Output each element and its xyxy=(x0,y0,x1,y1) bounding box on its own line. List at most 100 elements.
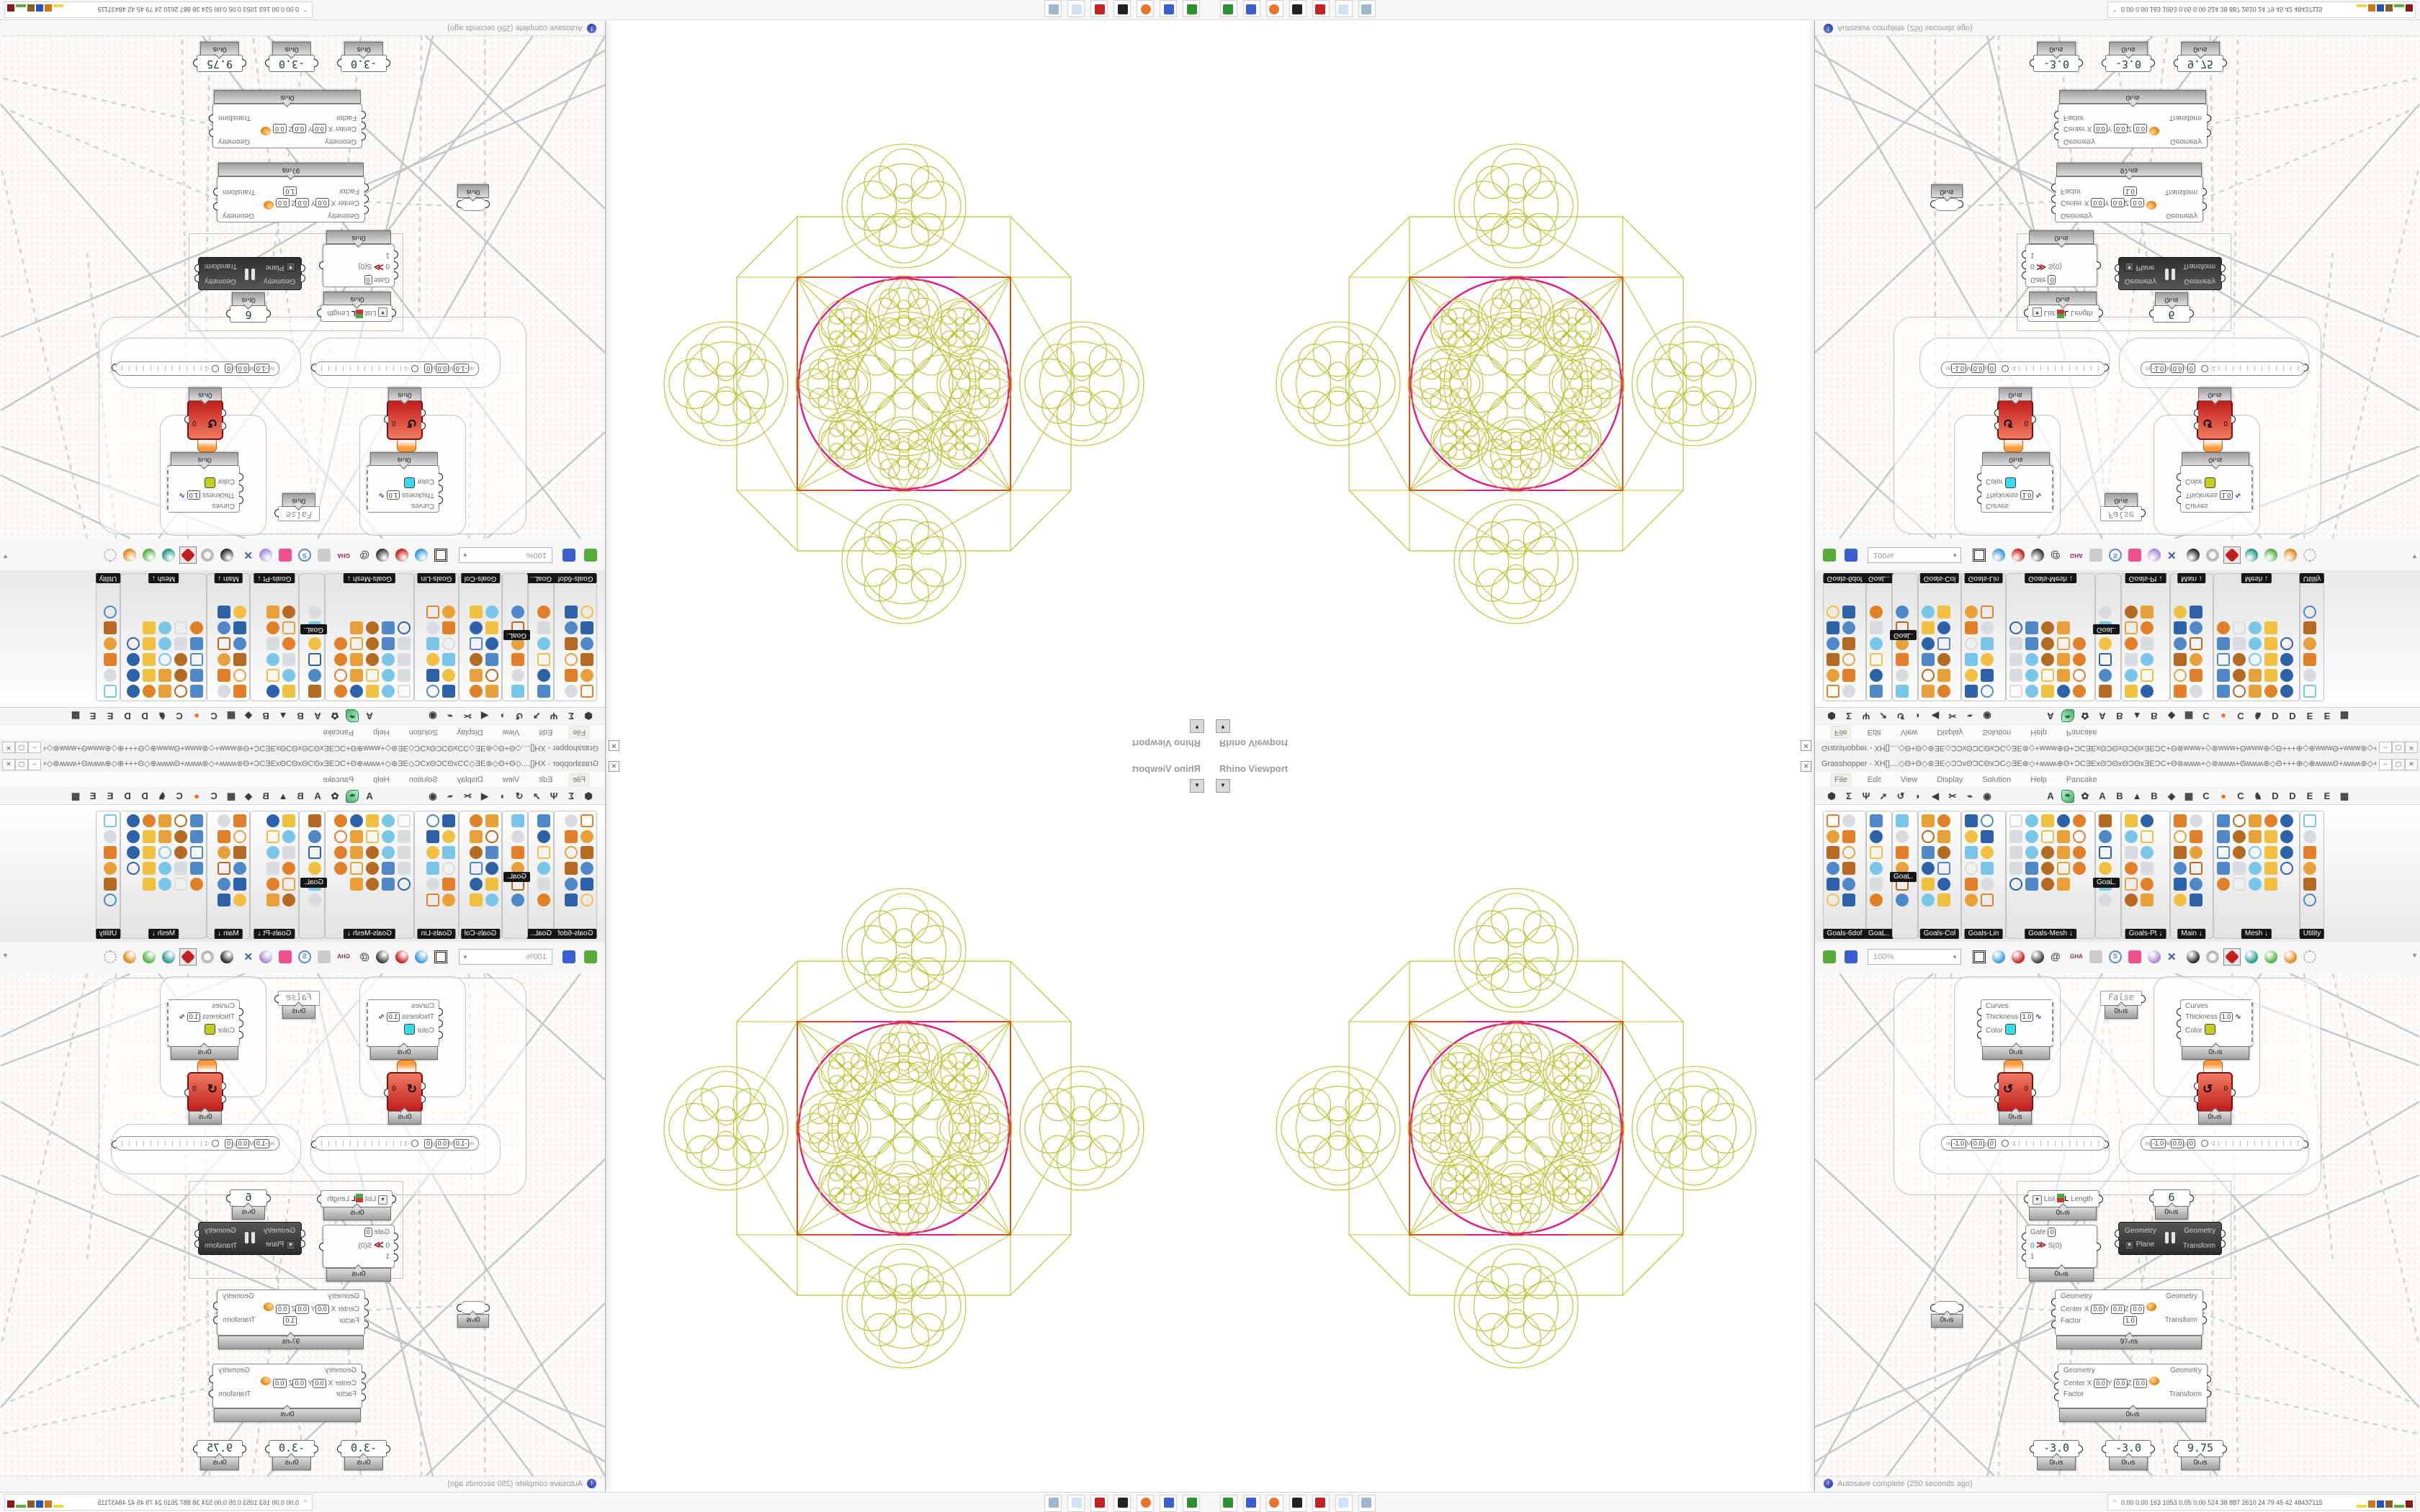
component-icon[interactable] xyxy=(2141,862,2154,875)
component-icon[interactable] xyxy=(565,830,578,843)
component-icon[interactable] xyxy=(1981,685,1994,698)
component-icon[interactable] xyxy=(127,814,140,827)
component-icon[interactable] xyxy=(366,621,379,634)
component-icon[interactable] xyxy=(382,669,395,682)
tab-display[interactable]: ◉ xyxy=(429,711,437,722)
viewport-dropdown-button[interactable]: ▼ xyxy=(1190,719,1204,733)
tab-plugin-b2[interactable]: B xyxy=(262,791,269,801)
tray-block-icon[interactable] xyxy=(53,4,63,7)
tray-block-icon[interactable] xyxy=(2357,4,2367,7)
tab-sets[interactable]: Ψ xyxy=(1862,791,1870,801)
close-button[interactable]: ✕ xyxy=(2405,742,2418,753)
component-icon[interactable] xyxy=(485,637,498,650)
component-icon[interactable] xyxy=(104,830,117,843)
tab-maths[interactable]: Σ xyxy=(1846,791,1852,801)
output-grip[interactable] xyxy=(457,1304,461,1312)
component-icon[interactable] xyxy=(158,685,171,698)
tab-plugin-a2[interactable]: A xyxy=(314,791,321,801)
component-icon[interactable] xyxy=(104,621,117,634)
input-grip[interactable] xyxy=(2024,1195,2028,1203)
terminal-icon[interactable] xyxy=(1220,1495,1237,1512)
tab-plugin-dot[interactable]: ● xyxy=(2220,711,2226,721)
tab-plugin-e1[interactable]: E xyxy=(107,711,114,721)
tab-transform[interactable]: ⌁ xyxy=(1967,790,1973,801)
component-icon[interactable] xyxy=(581,894,593,906)
output-grip[interactable] xyxy=(337,1445,341,1453)
stamp-icon[interactable]: @ xyxy=(359,950,369,962)
component-icon[interactable] xyxy=(2125,653,2138,666)
component-icon[interactable] xyxy=(143,830,156,843)
keepass-icon[interactable] xyxy=(1312,0,1330,17)
help-box-icon[interactable] xyxy=(2127,949,2143,965)
component-icon[interactable] xyxy=(2264,862,2277,875)
component-icon[interactable] xyxy=(266,814,279,827)
component-icon[interactable] xyxy=(282,606,295,618)
component-icon[interactable] xyxy=(218,894,230,906)
component-icon[interactable] xyxy=(2233,862,2246,875)
component-icon[interactable] xyxy=(2190,606,2202,618)
component-icon[interactable] xyxy=(398,669,411,682)
palette-group-label[interactable]: Mesh ↓ xyxy=(148,573,179,583)
component-icon[interactable] xyxy=(2009,669,2022,682)
component-icon[interactable] xyxy=(2190,894,2202,906)
component-icon[interactable] xyxy=(2041,621,2054,634)
selection-dotted-icon[interactable] xyxy=(102,949,118,965)
component-icon[interactable] xyxy=(282,862,295,875)
component-icon[interactable] xyxy=(565,653,578,666)
component-icon[interactable] xyxy=(282,653,295,666)
component-icon[interactable] xyxy=(282,878,295,891)
component-icon[interactable] xyxy=(2190,878,2202,891)
component-icon[interactable] xyxy=(2057,621,2070,634)
component-icon[interactable] xyxy=(2264,637,2277,650)
calculator-icon[interactable] xyxy=(1358,0,1376,17)
orient-component-disabled[interactable]: Geometry ▾ Plane Geometry Transform xyxy=(194,1222,305,1255)
component-icon[interactable] xyxy=(2073,653,2086,666)
component-icon[interactable] xyxy=(2125,621,2138,634)
help-box-icon[interactable] xyxy=(277,949,293,965)
minimize-button[interactable]: – xyxy=(28,759,41,770)
component-icon[interactable] xyxy=(127,862,140,875)
component-icon[interactable] xyxy=(2125,637,2138,650)
marker-capsule[interactable] xyxy=(397,438,416,452)
component-icon[interactable] xyxy=(174,830,187,843)
component-icon[interactable] xyxy=(2249,814,2262,827)
maximize-button[interactable]: ▢ xyxy=(2392,742,2405,753)
tray-block-icon[interactable] xyxy=(27,4,35,12)
menu-view[interactable]: View xyxy=(502,728,520,737)
menu-help[interactable]: Help xyxy=(373,728,390,737)
error-loop-component[interactable]: ↺ 0 xyxy=(1994,1072,2036,1112)
component-icon[interactable] xyxy=(2009,685,2022,698)
component-icon[interactable] xyxy=(2041,878,2054,891)
component-icon[interactable] xyxy=(143,653,156,666)
component-icon[interactable] xyxy=(366,653,379,666)
maximize-button[interactable]: ▢ xyxy=(15,759,28,770)
component-icon[interactable] xyxy=(266,846,279,859)
component-icon[interactable] xyxy=(1965,814,1978,827)
component-icon[interactable] xyxy=(1896,862,1909,875)
component-icon[interactable] xyxy=(2280,862,2293,875)
error-loop-component[interactable]: ↺ 0 xyxy=(184,400,226,440)
palette-group-label[interactable]: GoaL.. xyxy=(1864,929,1894,939)
tab-plugin-b1[interactable]: B xyxy=(2116,791,2123,801)
component-icon[interactable] xyxy=(1981,830,1994,843)
component-icon[interactable] xyxy=(382,685,395,698)
component-icon[interactable] xyxy=(2190,814,2202,827)
component-icon[interactable] xyxy=(127,653,140,666)
component-icon[interactable] xyxy=(470,653,483,666)
tab-plugin-grid[interactable]: ▦ xyxy=(2184,711,2194,722)
component-icon[interactable] xyxy=(511,606,524,618)
component-icon[interactable] xyxy=(190,846,203,859)
component-icon[interactable] xyxy=(2303,814,2316,827)
component-icon[interactable] xyxy=(158,669,171,682)
component-icon[interactable] xyxy=(2041,830,2054,843)
component-icon[interactable] xyxy=(1842,669,1855,682)
sphere-green-icon[interactable] xyxy=(2263,949,2279,965)
component-icon[interactable] xyxy=(350,685,363,698)
sphere-teal-icon[interactable] xyxy=(161,547,176,563)
component-icon[interactable] xyxy=(308,685,321,698)
zoom-fit-icon[interactable] xyxy=(433,949,449,965)
input-grip[interactable] xyxy=(1977,473,1981,481)
component-icon[interactable] xyxy=(308,814,321,827)
component-icon[interactable] xyxy=(2264,653,2277,666)
